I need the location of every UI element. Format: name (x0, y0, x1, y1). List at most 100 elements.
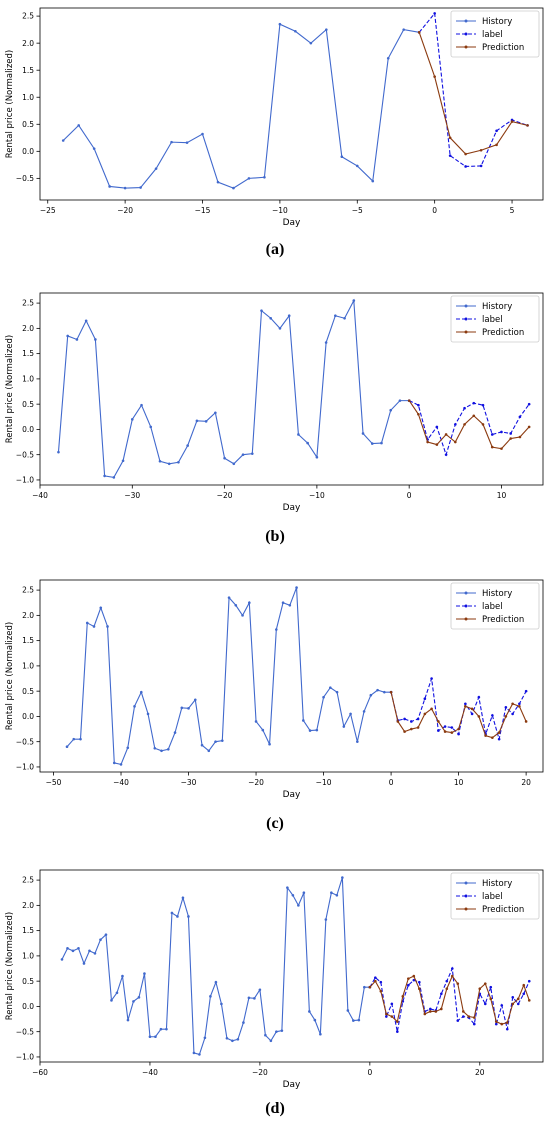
data-point-history (153, 746, 157, 750)
data-point-history (309, 41, 313, 45)
data-point-label (470, 712, 474, 716)
data-point-history (209, 995, 212, 998)
data-point-label (464, 702, 467, 706)
data-point-label (430, 677, 433, 680)
data-point-label (500, 1004, 504, 1007)
plot-frame (39, 869, 544, 1063)
data-point-history (302, 719, 305, 722)
x-tick-label: −10 (309, 491, 325, 500)
data-point-history (65, 745, 69, 749)
legend-label-prediction: Prediction (482, 905, 524, 915)
data-point-history (294, 29, 297, 33)
data-point-history (177, 460, 180, 464)
data-point-history (223, 456, 226, 460)
y-tick-label: −0.5 (16, 174, 34, 183)
data-point-label (403, 717, 406, 721)
data-point-history (386, 56, 390, 60)
data-point-label (390, 1002, 394, 1006)
data-point-history (204, 420, 208, 423)
data-point-prediction (500, 447, 503, 450)
data-point-prediction (505, 1021, 509, 1024)
chart-panel-c: −50 −40 −30 −20 −10 0 10 20 −1.0 −0.5 0.0 0.5 1.0 1.5… (0, 572, 550, 807)
data-point-history (291, 893, 295, 897)
data-point-prediction (417, 31, 421, 34)
data-point-label (472, 1022, 476, 1026)
data-point-history (57, 450, 60, 454)
legend-marker (464, 894, 468, 898)
data-point-prediction (368, 985, 372, 989)
x-tick-label: −60 (32, 1068, 48, 1077)
data-point-label (416, 717, 420, 721)
data-point-history (170, 911, 174, 915)
data-point-label (437, 729, 440, 732)
data-point-history (254, 720, 258, 723)
legend-marker (464, 304, 468, 308)
data-point-label (495, 129, 498, 133)
x-axis-label: Day (283, 790, 301, 800)
data-point-history (146, 712, 150, 716)
data-point-history (207, 749, 211, 753)
y-tick-label: 0.0 (22, 425, 34, 434)
data-point-prediction (491, 736, 494, 739)
y-tick-label: 1.0 (22, 951, 34, 960)
data-point-label (481, 403, 485, 407)
caption-d: (d) (265, 1100, 285, 1117)
data-point-label (435, 425, 439, 429)
data-point-history (281, 601, 285, 605)
data-point-label (516, 1002, 520, 1006)
data-point-prediction (423, 1012, 427, 1016)
y-tick-label: 0.5 (22, 400, 34, 409)
legend-label-history: History (482, 879, 512, 889)
data-point-history (106, 625, 109, 628)
data-point-history (61, 139, 65, 142)
data-point-history (288, 603, 292, 607)
data-point-history (361, 432, 365, 435)
y-tick-label: −0.5 (16, 1027, 34, 1036)
data-point-history (250, 452, 254, 455)
data-point-prediction (461, 1010, 465, 1013)
data-point-history (370, 442, 374, 445)
series-line-history (66, 587, 392, 766)
data-point-history (341, 876, 344, 879)
legend-label-label: label (482, 315, 503, 325)
data-point-history (216, 180, 220, 184)
legend-box (450, 872, 540, 920)
data-point-label (524, 689, 528, 693)
data-point-history (149, 425, 153, 429)
data-point-prediction (464, 705, 467, 708)
legend-marker (464, 907, 468, 911)
data-point-history (148, 1035, 152, 1039)
data-point-history (343, 316, 346, 320)
legend-label-history: History (482, 17, 512, 27)
data-point-history (349, 712, 352, 716)
data-point-history (330, 891, 333, 895)
chart-svg-b: −40 −30 −20 −10 0 10 −1.0 −0.5 0.0 0.5 1.0 1.5 2.0 2.… (5, 292, 544, 513)
data-point-history (380, 441, 383, 445)
series-line-history (61, 877, 370, 1056)
data-point-history (297, 904, 300, 907)
data-point-history (241, 453, 245, 456)
y-axis-label: Rental price (Normalized) (5, 50, 15, 158)
x-tick-label: −30 (181, 778, 197, 787)
data-point-prediction (526, 124, 529, 127)
data-point-history (139, 690, 143, 694)
data-point-history (325, 28, 328, 31)
x-tick-label: −30 (124, 491, 140, 500)
legend-box (450, 295, 540, 343)
data-point-prediction (450, 974, 454, 978)
data-point-prediction (494, 1020, 498, 1023)
data-point-history (260, 309, 263, 312)
y-tick-label: 1.5 (22, 66, 34, 75)
data-point-history (200, 743, 204, 747)
data-point-history (231, 1039, 234, 1043)
data-point-prediction (434, 1010, 438, 1013)
y-tick-label: 2.0 (22, 324, 34, 333)
data-point-prediction (423, 712, 427, 716)
data-point-history (130, 418, 134, 421)
data-point-history (308, 1010, 311, 1013)
data-point-prediction (472, 414, 476, 418)
data-point-history (159, 1027, 163, 1031)
plot-frame (39, 292, 544, 486)
data-point-history (112, 761, 116, 765)
data-point-history (119, 763, 123, 766)
